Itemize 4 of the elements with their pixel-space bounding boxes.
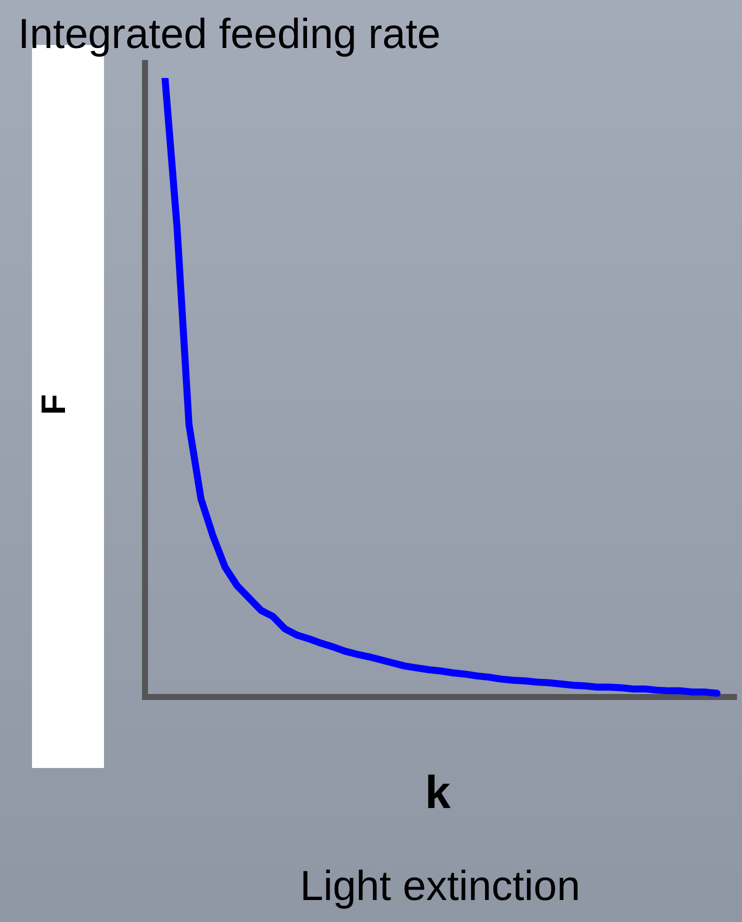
x-axis-title: k (425, 765, 451, 819)
chart-title: Integrated feeding rate (18, 10, 441, 58)
text: Light extinction (300, 862, 580, 910)
y-axis-title: F (34, 394, 74, 415)
